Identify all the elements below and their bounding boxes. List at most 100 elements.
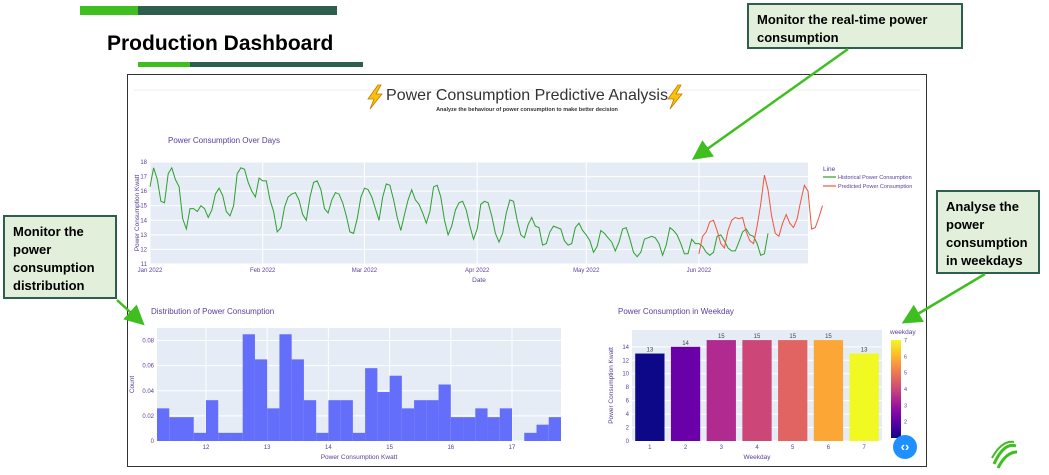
lightning-emoji-icon bbox=[367, 84, 383, 110]
weekday-ytick-label: 6 bbox=[626, 399, 630, 405]
histogram-bar bbox=[205, 400, 219, 441]
line-ytick-label: 16 bbox=[140, 189, 147, 195]
weekday-xaxis-label: Weekday bbox=[744, 454, 772, 461]
line-xtick-label: Jan 2022 bbox=[138, 268, 163, 274]
weekday-bar bbox=[742, 340, 772, 441]
historical-series-line bbox=[149, 166, 769, 258]
histogram-bar bbox=[193, 432, 206, 441]
weekday-data-label: 14 bbox=[682, 341, 689, 347]
dashboard-canvas: Power Consumption Predictive Analysis An… bbox=[129, 84, 920, 461]
histogram-bar bbox=[267, 408, 280, 441]
histogram-title: Distribution of Power Consumption bbox=[151, 307, 274, 316]
weekday-xtick-label: 6 bbox=[827, 445, 831, 451]
histogram-chart: 0 0.02 0.04 0.06 0.08 12 13 14 15 16 17 Distributio… bbox=[129, 307, 561, 461]
weekday-bar-chart: 0 2 4 6 8 10 12 14 13 1 14 2 15 3 15 4 15 5 15 6 13 7 Power Co… bbox=[608, 307, 916, 461]
line-ytick-label: 12 bbox=[140, 247, 147, 253]
chevron-left-right-icon[interactable]: ‹› bbox=[893, 435, 917, 459]
lightning-emoji-icon bbox=[667, 84, 683, 110]
callout-distribution: Monitor the power consumption distributi… bbox=[3, 215, 117, 299]
histogram-bar bbox=[254, 359, 268, 441]
weekday-ytick-label: 2 bbox=[626, 426, 630, 432]
histogram-bar bbox=[389, 375, 402, 441]
header-accent-green bbox=[80, 6, 138, 15]
histogram-bar bbox=[316, 432, 329, 441]
colorbar-tick-label: 3 bbox=[904, 403, 907, 409]
histogram-bar bbox=[475, 408, 488, 441]
histogram-bar bbox=[377, 392, 390, 441]
weekday-data-label: 15 bbox=[718, 334, 725, 340]
histogram-bar bbox=[438, 384, 451, 441]
colorbar-tick-label: 4 bbox=[904, 387, 907, 393]
histogram-bar bbox=[230, 432, 243, 441]
histogram-xtick-label: 16 bbox=[447, 445, 454, 451]
histogram-bar bbox=[169, 417, 182, 441]
company-logo-icon bbox=[991, 440, 1018, 469]
weekday-data-label: 15 bbox=[825, 334, 832, 340]
weekday-yaxis-label: Power Consumption Kwatt bbox=[608, 347, 615, 424]
line-plot-area bbox=[150, 162, 808, 264]
histogram-xtick-label: 14 bbox=[325, 445, 332, 451]
histogram-xtick-label: 12 bbox=[203, 445, 210, 451]
weekday-xtick-label: 4 bbox=[755, 445, 759, 451]
title-underline-green bbox=[138, 62, 190, 67]
dashboard-title: Power Consumption Predictive Analysis bbox=[386, 87, 668, 104]
weekday-xtick-label: 2 bbox=[684, 445, 688, 451]
histogram-bar bbox=[426, 400, 439, 441]
dashboard-frame: Power Consumption Predictive Analysis An… bbox=[127, 74, 927, 467]
weekday-xtick-label: 1 bbox=[648, 445, 652, 451]
histogram-bar bbox=[181, 417, 194, 441]
histogram-bar bbox=[279, 334, 292, 441]
weekday-xtick-label: 3 bbox=[720, 445, 724, 451]
line-xtick-label: Mar 2022 bbox=[352, 268, 378, 274]
colorbar-tick-label: 6 bbox=[904, 354, 907, 360]
weekday-ytick-label: 4 bbox=[626, 412, 630, 418]
weekday-bar bbox=[813, 340, 844, 441]
weekday-data-label: 15 bbox=[754, 334, 761, 340]
line-chart: 11 12 13 14 15 16 17 18 Jan 2022 Feb 2022 Mar 2022… bbox=[134, 136, 912, 284]
page-title: Production Dashboard bbox=[107, 32, 334, 55]
colorbar-title: weekday bbox=[889, 329, 916, 336]
weekday-bar bbox=[635, 353, 665, 441]
callout-realtime: Monitor the real-time power consumption bbox=[747, 3, 963, 49]
histogram-ytick-label: 0.08 bbox=[142, 339, 154, 345]
histogram-bar bbox=[365, 368, 378, 441]
histogram-xtick-label: 13 bbox=[264, 445, 271, 451]
histogram-bar bbox=[487, 417, 500, 441]
histogram-bar bbox=[303, 400, 317, 441]
histogram-ytick-label: 0.06 bbox=[142, 364, 154, 370]
weekday-ytick-label: 0 bbox=[626, 439, 630, 445]
line-xtick-label: Jun 2022 bbox=[687, 268, 712, 274]
line-xaxis-label: Date bbox=[472, 277, 486, 284]
weekday-bar bbox=[706, 340, 736, 441]
histogram-bar bbox=[242, 334, 255, 441]
weekday-ytick-label: 14 bbox=[622, 345, 629, 351]
weekday-data-label: 15 bbox=[789, 334, 796, 340]
histogram-bar bbox=[401, 408, 415, 441]
weekday-chart-title: Power Consumption in Weekday bbox=[618, 307, 734, 316]
histogram-bar bbox=[450, 417, 464, 441]
predicted-series-line bbox=[698, 174, 823, 254]
histogram-ytick-label: 0 bbox=[151, 439, 155, 445]
line-ytick-label: 18 bbox=[140, 160, 147, 166]
colorbar-tick-label: 7 bbox=[904, 338, 907, 344]
line-legend-title: Line bbox=[823, 166, 836, 173]
histogram-ytick-label: 0.04 bbox=[142, 389, 154, 395]
colorbar-scale bbox=[891, 340, 901, 438]
weekday-data-label: 13 bbox=[861, 348, 868, 354]
line-xtick-label: May 2022 bbox=[573, 268, 600, 274]
weekday-bar bbox=[849, 353, 879, 441]
colorbar-tick-label: 5 bbox=[904, 371, 907, 377]
histogram-bar bbox=[499, 408, 513, 441]
line-ytick-label: 17 bbox=[140, 175, 147, 181]
histogram-bar bbox=[536, 424, 549, 441]
histogram-bar bbox=[463, 417, 476, 441]
weekday-xtick-label: 5 bbox=[791, 445, 795, 451]
line-ytick-label: 13 bbox=[140, 233, 147, 239]
histogram-xtick-label: 15 bbox=[386, 445, 393, 451]
weekday-data-label: 13 bbox=[647, 348, 654, 354]
histogram-bar bbox=[524, 432, 537, 441]
title-underline-dark bbox=[190, 62, 363, 67]
histogram-bar bbox=[291, 359, 304, 441]
callout-weekdays: Analyse the power consumption in weekday… bbox=[936, 190, 1040, 274]
histogram-bar bbox=[157, 408, 170, 441]
